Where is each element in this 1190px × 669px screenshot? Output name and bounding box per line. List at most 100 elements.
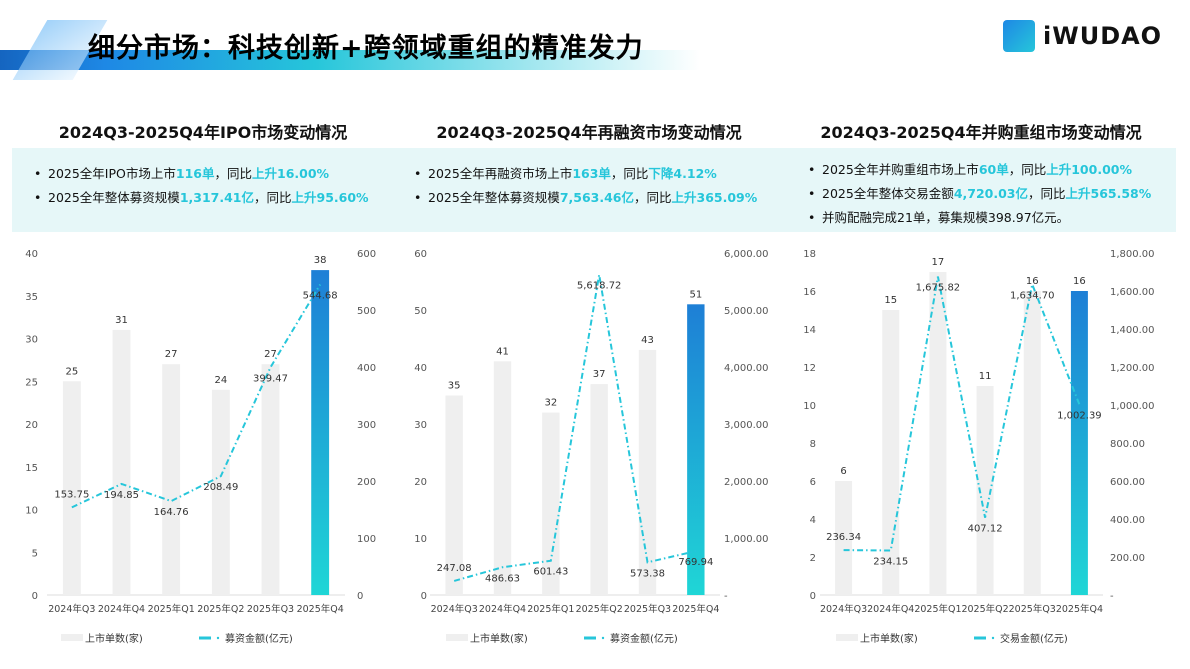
right-axis-tick: 300	[357, 420, 376, 431]
right-axis-tick: 1,600.00	[1110, 287, 1155, 298]
bar	[162, 364, 181, 595]
left-axis-tick: 40	[414, 363, 427, 374]
bar	[493, 361, 512, 595]
right-axis-tick: 1,000.00	[1110, 401, 1155, 412]
x-tick-label: 2025年Q3	[1009, 603, 1056, 615]
legend-bar-label: 上市单数(家)	[860, 632, 918, 645]
left-axis-tick: 10	[25, 506, 38, 517]
left-axis-tick: 25	[25, 377, 38, 388]
x-tick-label: 2025年Q1	[914, 603, 961, 615]
left-axis-tick: 16	[803, 287, 816, 298]
x-tick-label: 2025年Q2	[197, 603, 244, 615]
right-axis-tick: 400.00	[1110, 515, 1145, 526]
info-box-ma: 2025全年并购重组市场上市60单，同比上升100.00%2025全年整体交易金…	[786, 148, 1176, 232]
right-axis-tick: 800.00	[1110, 439, 1145, 450]
bullet-text: 2025全年整体募资规模	[428, 190, 560, 205]
bullet-text: 2025全年并购重组市场上市	[822, 162, 979, 177]
logo-icon	[1003, 20, 1035, 52]
bullet-text: ，同比	[1028, 186, 1066, 201]
left-axis-tick: 0	[32, 591, 38, 602]
left-axis-tick: 4	[810, 515, 816, 526]
line-label: 573.38	[630, 568, 665, 579]
chart-title-ipo: 2024Q3-2025Q4年IPO市场变动情况	[58, 123, 348, 142]
left-axis-tick: 30	[414, 420, 427, 431]
line-label: 407.12	[968, 524, 1003, 535]
line-label: 544.68	[303, 291, 338, 302]
highlight-text: 上升16.00%	[252, 166, 330, 181]
legend-line-dot	[601, 636, 605, 640]
bullet-item: 2025全年再融资市场上市163单，同比下降4.12%	[414, 162, 786, 186]
left-axis-tick: 15	[25, 463, 38, 474]
legend-line-label: 募资金额(亿元)	[610, 632, 678, 645]
right-axis-tick: 2,000.00	[724, 477, 769, 488]
bar-label: 16	[1073, 276, 1086, 287]
logo: iWUDAO	[1003, 20, 1162, 52]
bar	[1070, 291, 1088, 595]
bar-label: 6	[840, 466, 846, 477]
highlight-text: 7,563.46亿	[559, 190, 634, 205]
right-axis-tick: 1,200.00	[1110, 363, 1155, 374]
right-axis-tick: 200	[357, 477, 376, 488]
line-label: 1,675.82	[916, 283, 961, 294]
x-tick-label: 2024年Q4	[867, 603, 914, 615]
bar	[311, 270, 330, 595]
left-axis-tick: 30	[25, 335, 38, 346]
line-label: 234.15	[873, 557, 908, 568]
bullet-text: ，同比	[254, 190, 292, 205]
bullet-text: 并购配融完成21单，募集规模398.97亿元。	[822, 210, 1070, 225]
legend-bar-swatch	[446, 634, 468, 641]
left-axis-tick: 6	[810, 477, 816, 488]
line-label: 5,618.72	[577, 281, 622, 292]
x-tick-label: 2025年Q4	[672, 603, 719, 615]
right-axis-tick: 500	[357, 306, 376, 317]
chart-title-ma: 2024Q3-2025Q4年并购重组市场变动情况	[820, 123, 1142, 142]
logo-text: iWUDAO	[1043, 22, 1163, 50]
line-label: 769.94	[678, 557, 713, 568]
line-series	[843, 276, 1081, 552]
left-axis-tick: 0	[421, 591, 427, 602]
left-axis-tick: 18	[803, 249, 816, 260]
x-tick-label: 2025年Q2	[576, 603, 623, 615]
line-label: 247.08	[437, 563, 472, 574]
right-axis-tick: 200.00	[1110, 553, 1145, 564]
bullet-item: 2025全年整体募资规模7,563.46亿，同比上升365.09%	[414, 186, 786, 210]
bar-label: 41	[496, 346, 509, 357]
line-label: 236.34	[826, 532, 861, 543]
right-axis-tick: 3,000.00	[724, 420, 769, 431]
legend-line-label: 交易金额(亿元)	[1000, 632, 1068, 645]
x-tick-label: 2025年Q1	[148, 603, 195, 615]
bar-label: 31	[115, 315, 128, 326]
right-axis-tick: 400	[357, 363, 376, 374]
x-tick-label: 2024年Q4	[479, 603, 526, 615]
legend-line-dot	[216, 636, 220, 640]
bar-label: 16	[1026, 276, 1039, 287]
bullet-text: 2025全年整体交易金额	[822, 186, 954, 201]
bullet-text: 2025全年IPO市场上市	[48, 166, 176, 181]
bar	[542, 412, 560, 595]
right-axis-tick: 600.00	[1110, 477, 1145, 488]
bullet-text: ，同比	[634, 190, 672, 205]
page-title: 细分市场：科技创新+跨领域重组的精准发力	[88, 33, 644, 64]
bullet-text: ，同比	[610, 166, 649, 181]
right-axis-tick: -	[724, 591, 728, 602]
x-tick-label: 2025年Q3	[624, 603, 671, 615]
highlight-text: 上升95.60%	[291, 190, 369, 205]
line-series	[71, 284, 322, 509]
highlight-text: 上升565.58%	[1065, 186, 1152, 201]
bullet-item: 2025全年IPO市场上市116单，同比上升16.00%	[34, 162, 392, 186]
line-label: 399.47	[253, 373, 288, 384]
line-label: 164.76	[154, 507, 189, 518]
legend-line-dot	[991, 636, 995, 640]
right-axis-tick: 1,800.00	[1110, 249, 1155, 260]
bar	[687, 304, 705, 595]
highlight-text: 163单	[572, 166, 611, 181]
legend-bar-swatch	[61, 634, 83, 641]
left-axis-tick: 20	[414, 477, 427, 488]
bar	[62, 381, 81, 595]
left-axis-tick: 10	[803, 401, 816, 412]
bar-label: 15	[884, 295, 897, 306]
x-tick-label: 2024年Q4	[98, 603, 145, 615]
bullet-text: 2025全年整体募资规模	[48, 190, 180, 205]
bar	[1023, 291, 1041, 595]
